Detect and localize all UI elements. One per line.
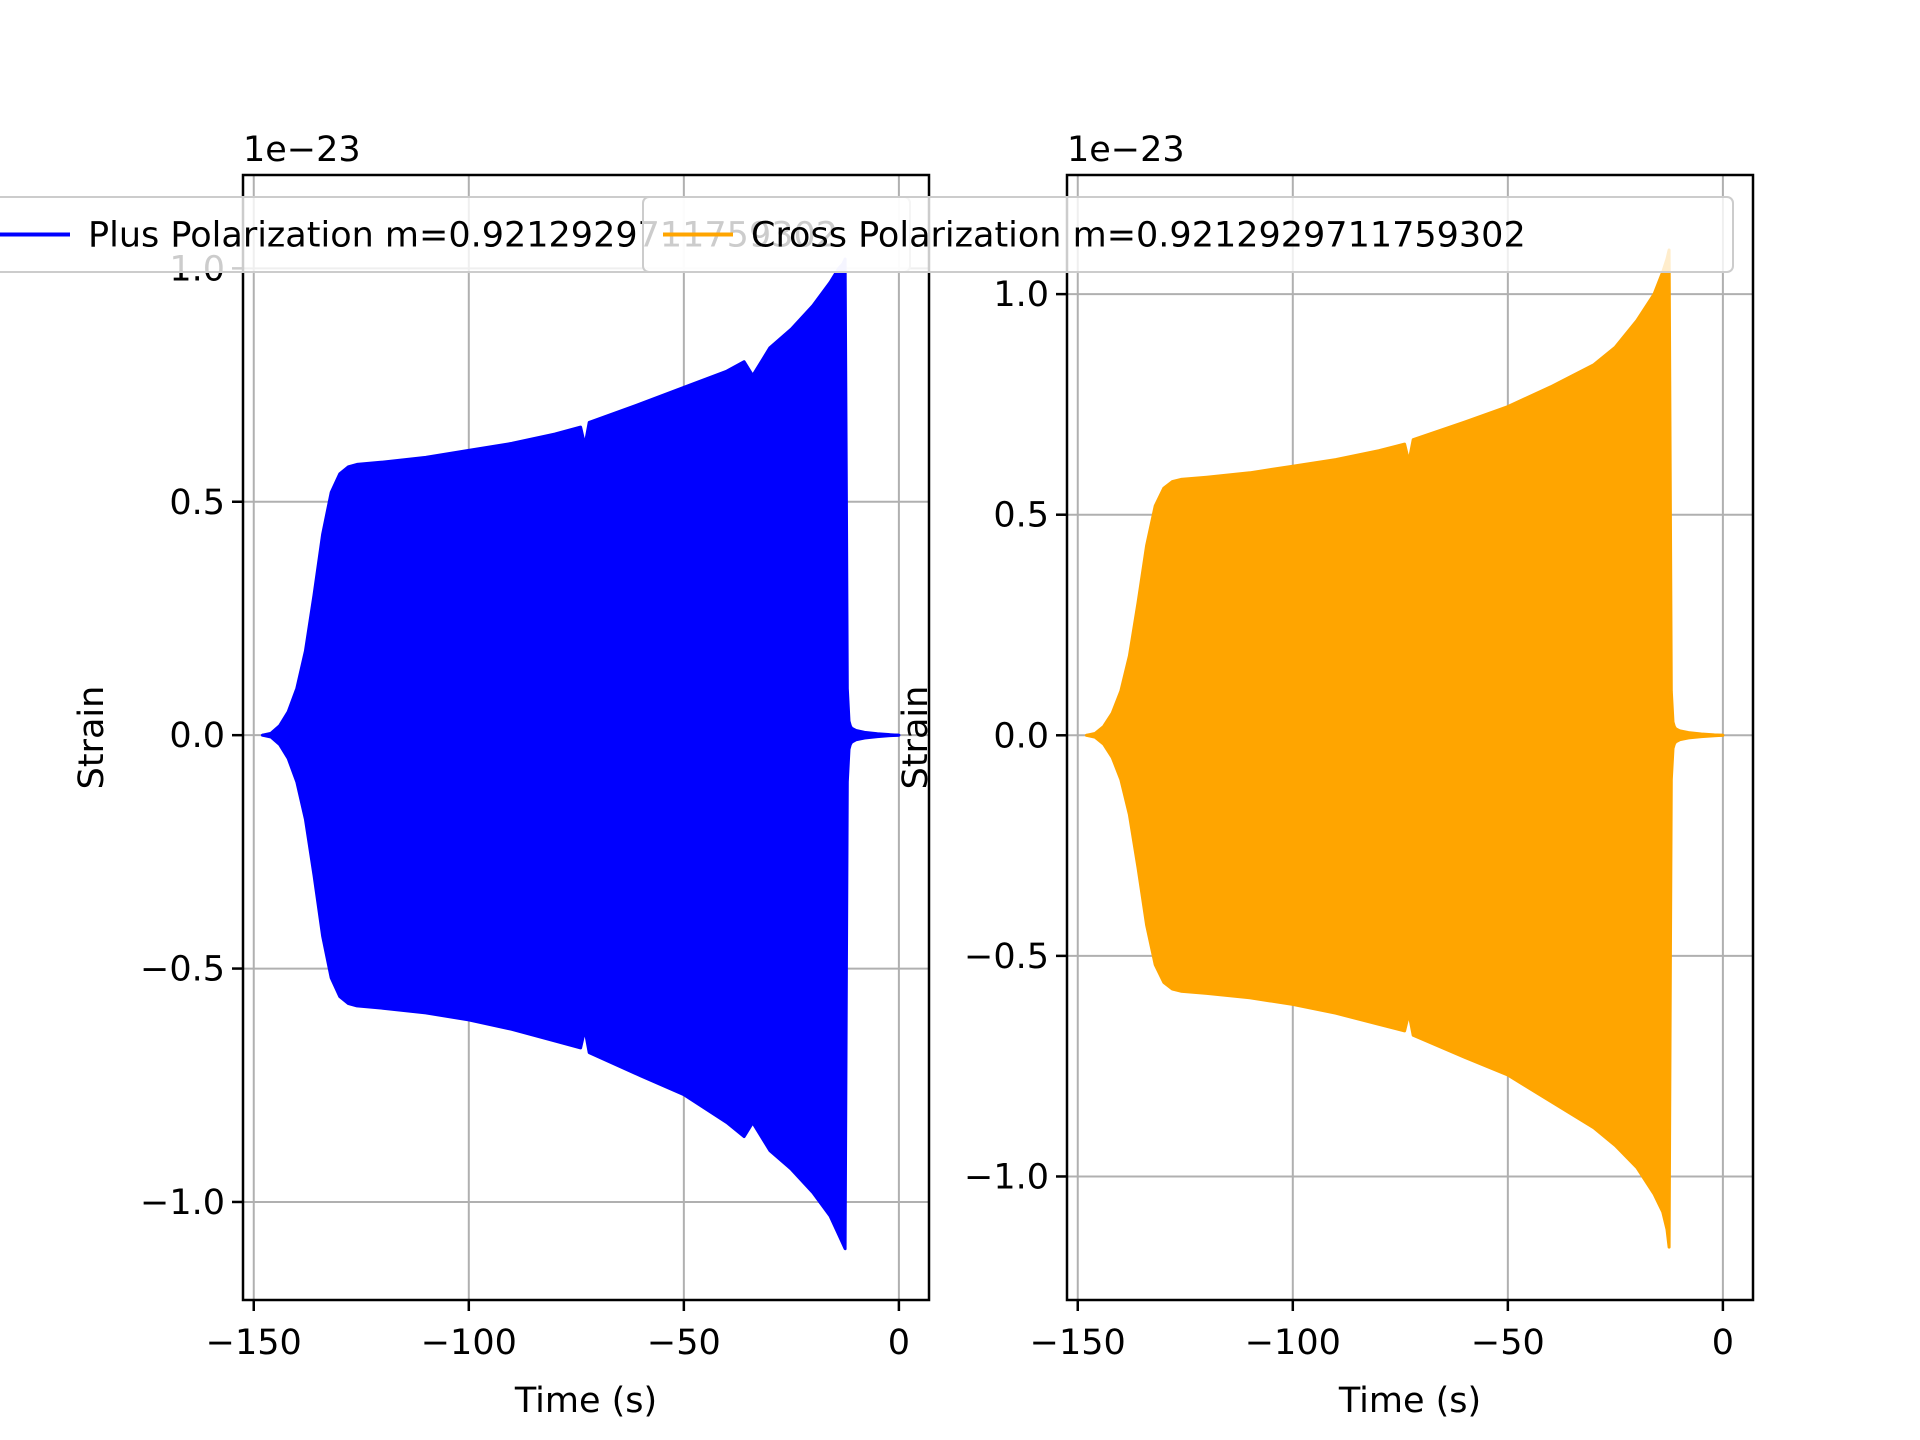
- x-ticks: −150 −100 −50 0: [206, 1300, 910, 1363]
- axes-frame: [241, 173, 931, 1302]
- y-axis-label: Strain: [896, 686, 936, 790]
- y-ticks: −1.0 −0.5 0.0 0.5 1.0: [964, 275, 1067, 1197]
- legend-box: [642, 196, 1734, 273]
- waveform-envelope: [260, 257, 901, 1251]
- y-ticks: −1.0−0.50.00.51.0: [140, 249, 243, 1223]
- y-tick-label: −0.5: [964, 937, 1049, 977]
- y-axis-label: Strain: [72, 686, 112, 790]
- x-tick-label: 0: [1712, 1323, 1734, 1363]
- y-tick-label: −1.0: [140, 1183, 225, 1223]
- subplot-plus-polarization: −150−100−500 −1.0−0.50.00.51.0 1e−23 Tim…: [72, 130, 931, 1421]
- y-tick-label: 0.0: [169, 716, 225, 756]
- y-tick-label: −1.0: [964, 1157, 1049, 1197]
- x-tick-label: −150: [206, 1323, 302, 1363]
- x-tick-label: 0: [888, 1323, 910, 1363]
- x-axis-label: Time (s): [1338, 1381, 1481, 1421]
- plot-area: [1084, 248, 1725, 1249]
- y-tick-label: −0.5: [140, 950, 225, 990]
- legend-label: Cross Polarization m=0.9212929711759302: [751, 216, 1526, 256]
- y-tick-label: 1.0: [993, 275, 1049, 315]
- waveform-envelope: [1084, 248, 1725, 1249]
- x-tick-label: −50: [647, 1323, 721, 1363]
- axes-frame: [1065, 173, 1755, 1302]
- x-tick-label: −100: [421, 1323, 517, 1363]
- subplot-cross-polarization: −150 −100 −50 0 −1.0 −0.5 0.0 0.5 1.0 1e−23 Tim…: [896, 130, 1755, 1421]
- x-tick-label: −150: [1030, 1323, 1126, 1363]
- y-offset-label: 1e−23: [243, 130, 361, 170]
- x-ticks: −150 −100 −50 0: [1030, 1300, 1734, 1363]
- y-tick-label: 0.5: [993, 496, 1049, 536]
- y-tick-label: 0.0: [993, 716, 1049, 756]
- plot-area: [260, 257, 901, 1251]
- y-tick-label: 0.5: [169, 483, 225, 523]
- y-offset-label: 1e−23: [1067, 130, 1185, 170]
- legend-cross: Cross Polarization m=0.9212929711759302: [642, 196, 1734, 273]
- x-axis-label: Time (s): [514, 1381, 657, 1421]
- x-tick-label: −100: [1245, 1323, 1341, 1363]
- x-tick-label: −50: [1471, 1323, 1545, 1363]
